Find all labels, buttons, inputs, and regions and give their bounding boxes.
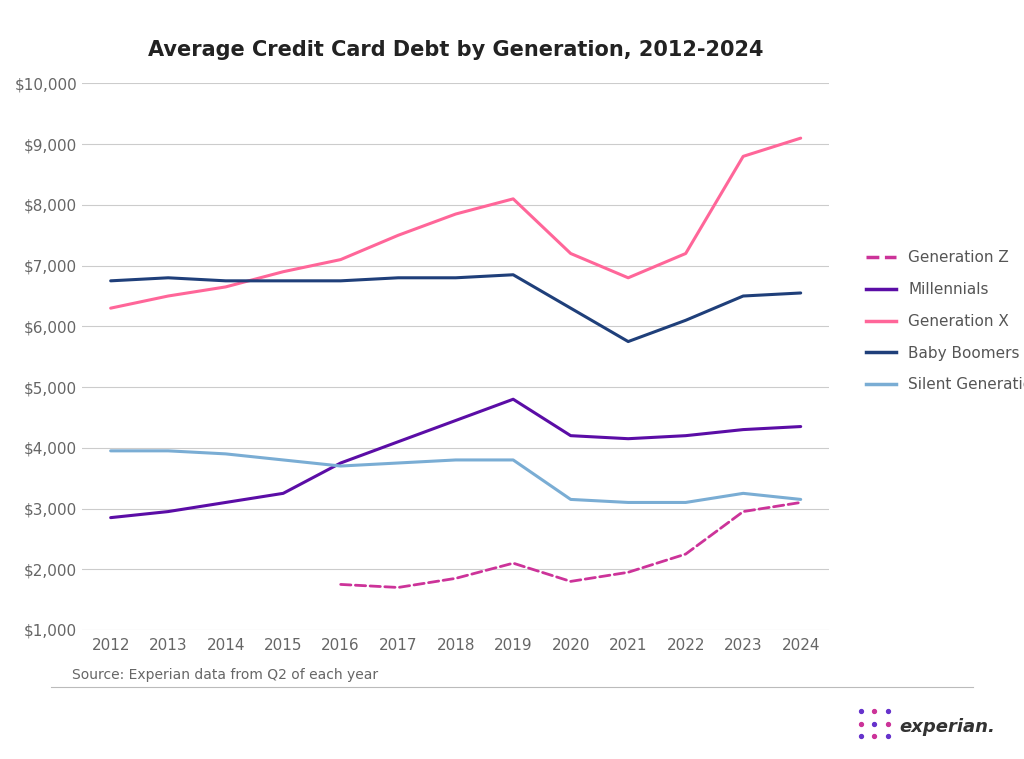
Text: Source: Experian data from Q2 of each year: Source: Experian data from Q2 of each ye… bbox=[72, 669, 378, 682]
Text: experian.: experian. bbox=[899, 718, 995, 736]
Legend: Generation Z, Millennials, Generation X, Baby Boomers, Silent Generation: Generation Z, Millennials, Generation X,… bbox=[859, 244, 1024, 398]
Title: Average Credit Card Debt by Generation, 2012-2024: Average Credit Card Debt by Generation, … bbox=[147, 39, 764, 60]
